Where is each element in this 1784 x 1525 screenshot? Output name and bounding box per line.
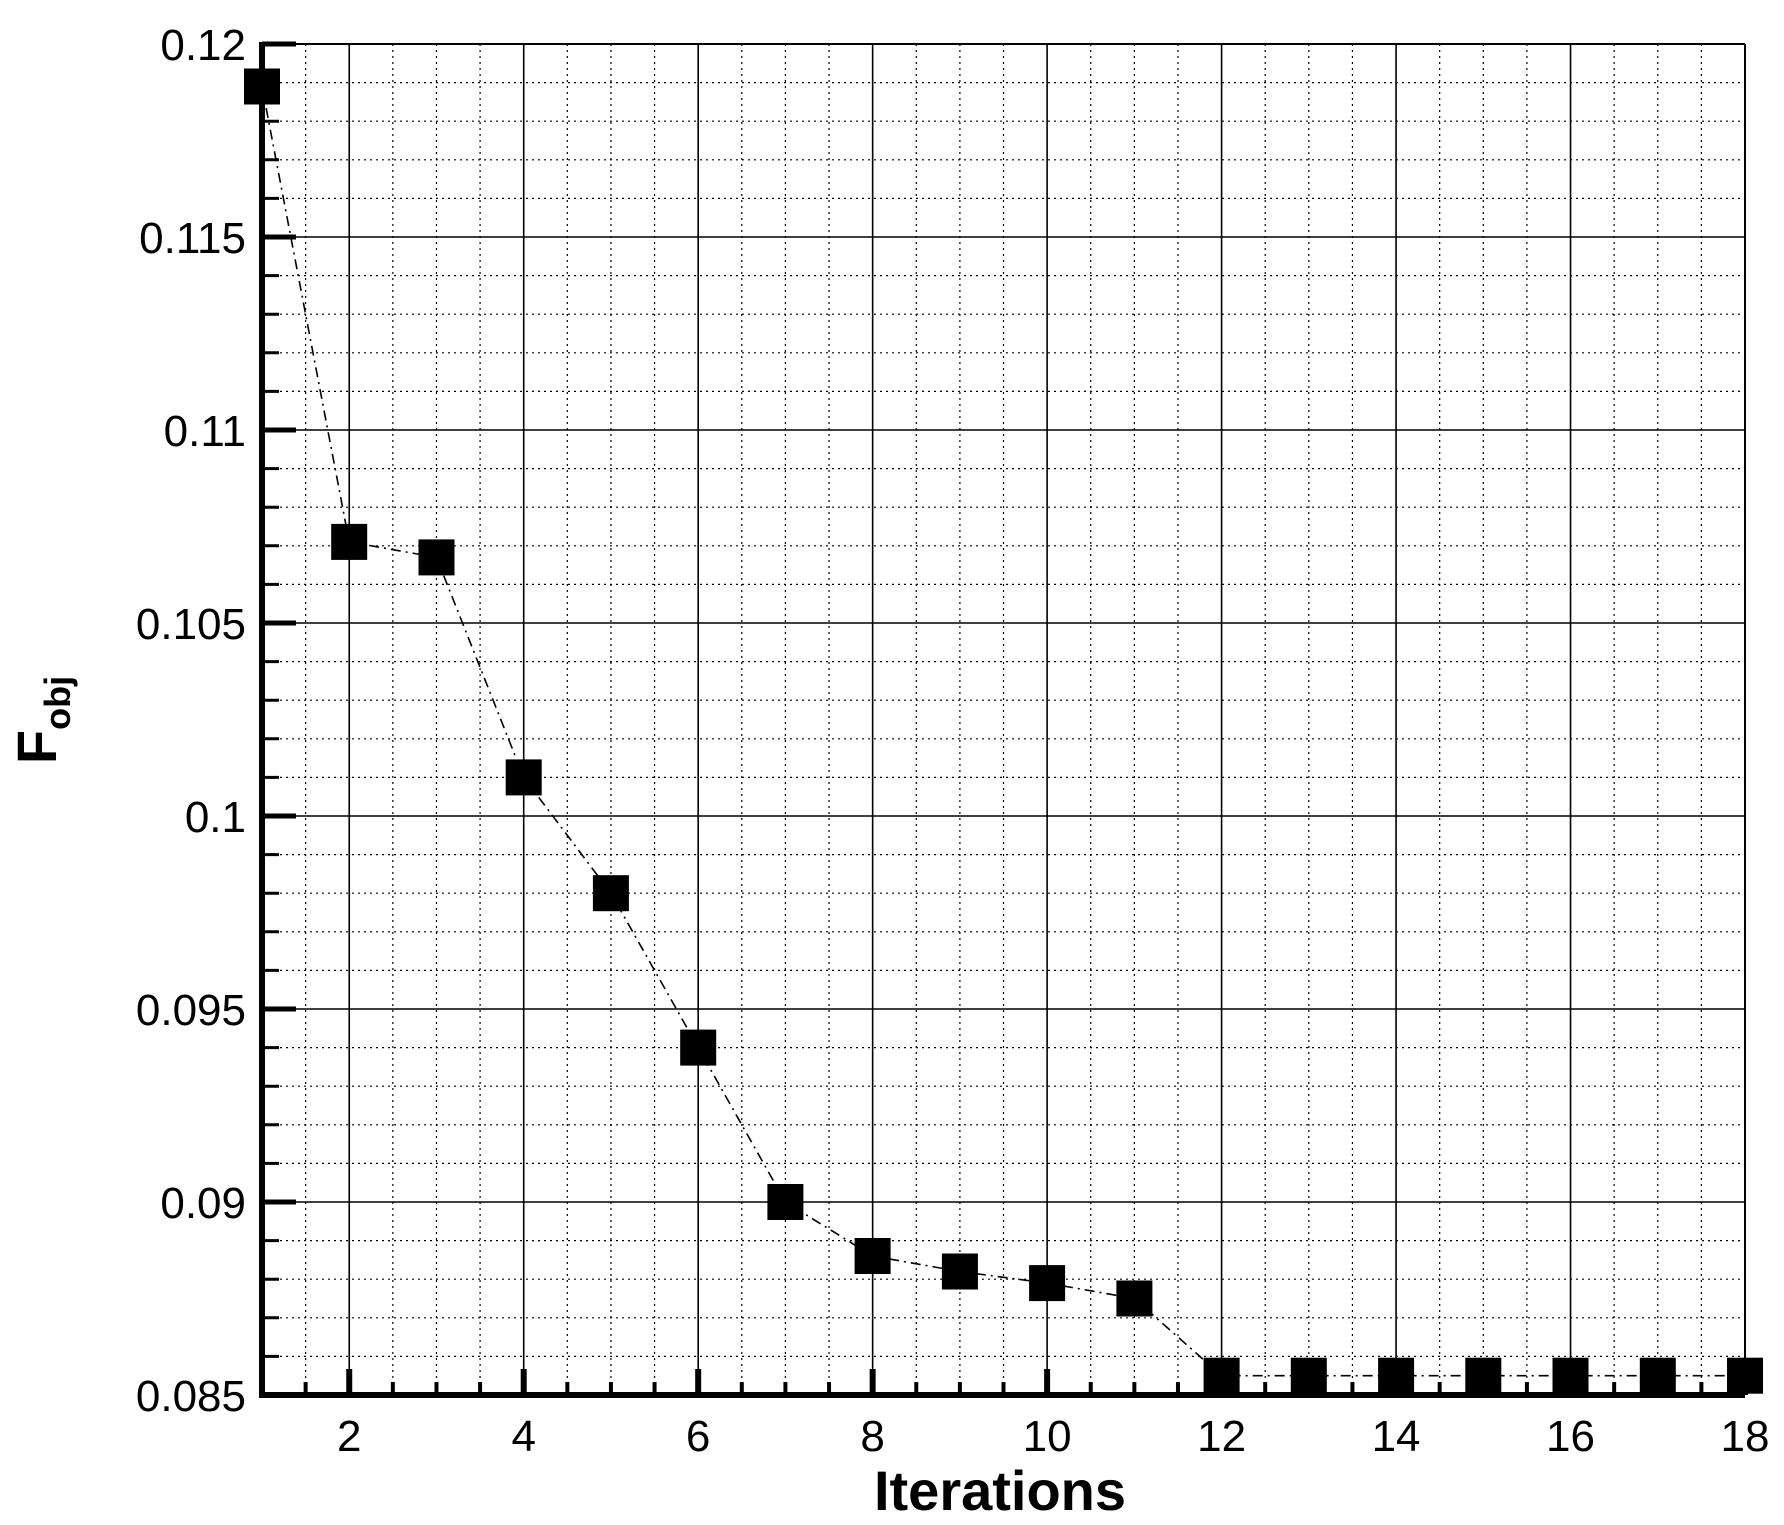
y-tick-label: 0.105 bbox=[136, 600, 246, 649]
y-tick-label: 0.085 bbox=[136, 1372, 246, 1421]
data-point-marker bbox=[767, 1184, 804, 1220]
axis-ticks bbox=[262, 41, 1748, 1398]
y-axis-title-main: F bbox=[5, 730, 68, 764]
major-grid bbox=[262, 44, 1745, 1395]
minor-grid bbox=[262, 44, 1745, 1395]
x-tick-labels: 2 4 6 8 10 12 14 16 18 bbox=[337, 1412, 1769, 1461]
y-tick-label: 0.095 bbox=[136, 986, 246, 1035]
y-tick-label: 0.09 bbox=[160, 1179, 246, 1228]
data-point-marker bbox=[244, 68, 280, 105]
data-point-marker bbox=[592, 875, 629, 912]
plot-frame bbox=[259, 42, 1746, 1398]
data-point-marker bbox=[1116, 1280, 1153, 1317]
x-tick-label: 6 bbox=[686, 1412, 710, 1461]
y-tick-label: 0.11 bbox=[164, 407, 246, 456]
y-tick-labels: 0.085 0.09 0.095 0.1 0.105 0.11 0.115 0.12 bbox=[136, 21, 246, 1421]
data-point-marker bbox=[1639, 1357, 1676, 1394]
data-point-marker bbox=[331, 523, 368, 560]
data-point-marker bbox=[1727, 1357, 1763, 1394]
y-tick-label: 0.1 bbox=[185, 793, 246, 842]
x-tick-label: 18 bbox=[1721, 1412, 1770, 1461]
data-point-marker bbox=[854, 1238, 891, 1274]
data-point-marker bbox=[418, 539, 455, 576]
x-tick-label: 10 bbox=[1023, 1412, 1072, 1461]
data-point-marker bbox=[1552, 1357, 1589, 1394]
data-markers bbox=[244, 68, 1763, 1394]
data-point-marker bbox=[1290, 1357, 1327, 1394]
x-tick-label: 2 bbox=[337, 1412, 361, 1461]
data-point-marker bbox=[1203, 1357, 1240, 1394]
y-axis-title: Fobj bbox=[5, 676, 78, 764]
y-tick-label: 0.115 bbox=[139, 214, 246, 263]
x-tick-label: 4 bbox=[511, 1412, 535, 1461]
data-point-marker bbox=[941, 1253, 978, 1290]
data-point-marker bbox=[1029, 1265, 1066, 1302]
x-tick-label: 16 bbox=[1546, 1412, 1595, 1461]
y-tick-label: 0.12 bbox=[160, 21, 246, 70]
x-tick-label: 14 bbox=[1372, 1412, 1421, 1461]
data-point-marker bbox=[680, 1029, 717, 1066]
data-point-marker bbox=[1465, 1357, 1502, 1394]
data-point-marker bbox=[1378, 1357, 1415, 1394]
x-tick-label: 12 bbox=[1197, 1412, 1246, 1461]
data-point-marker bbox=[505, 759, 542, 796]
y-axis-title-subscript: obj bbox=[37, 676, 78, 730]
x-axis-title: Iterations bbox=[874, 1459, 1126, 1522]
y-axis-title-group: Fobj bbox=[5, 676, 78, 764]
x-tick-label: 8 bbox=[860, 1412, 884, 1461]
